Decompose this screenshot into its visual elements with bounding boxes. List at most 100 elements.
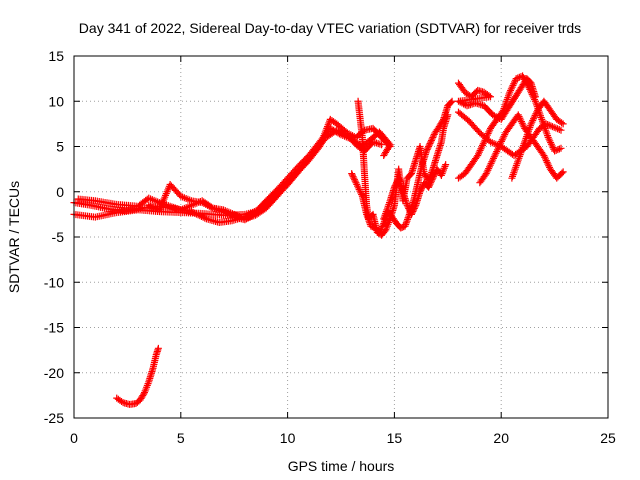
data-point — [118, 397, 126, 405]
data-point — [514, 111, 522, 119]
data-point — [487, 159, 495, 167]
data-point — [417, 185, 425, 193]
data-point — [428, 135, 436, 143]
data-point — [529, 92, 537, 100]
data-point — [527, 120, 535, 128]
data-points — [70, 72, 567, 408]
data-point — [354, 182, 362, 190]
data-point — [548, 142, 556, 150]
data-point — [547, 122, 555, 130]
data-point — [201, 214, 209, 222]
data-point — [490, 153, 498, 161]
data-point — [425, 143, 433, 150]
data-point — [548, 123, 556, 131]
data-point — [528, 118, 536, 126]
data-point — [483, 131, 491, 139]
x-tick-label: 20 — [493, 430, 509, 446]
data-point — [484, 166, 492, 174]
data-point — [481, 136, 489, 144]
data-point — [518, 119, 526, 127]
data-point — [282, 180, 290, 188]
data-point — [355, 185, 363, 193]
data-point — [499, 134, 507, 142]
data-point — [408, 209, 416, 217]
data-point — [495, 143, 503, 150]
data-point — [364, 215, 372, 223]
data-point — [552, 146, 560, 154]
data-point — [363, 210, 371, 218]
data-point — [427, 136, 435, 144]
data-point — [485, 163, 493, 171]
data-point — [356, 187, 364, 195]
data-point — [447, 98, 455, 106]
data-point — [403, 217, 411, 225]
data-point — [439, 117, 447, 125]
data-point — [378, 224, 386, 232]
x-axis-label: GPS time / hours — [288, 458, 395, 474]
data-point — [488, 158, 496, 166]
data-point — [545, 135, 553, 143]
data-point — [353, 180, 361, 188]
data-point — [357, 189, 365, 197]
data-point — [377, 225, 385, 233]
series-track-4 — [145, 179, 292, 224]
series-track-7 — [380, 161, 450, 223]
data-point — [335, 130, 343, 138]
data-point — [554, 125, 562, 133]
data-point — [519, 121, 527, 129]
data-point — [489, 156, 497, 164]
data-point — [510, 80, 518, 88]
data-point — [489, 154, 497, 162]
data-point — [423, 146, 431, 154]
series-track-8 — [454, 75, 539, 123]
data-point — [354, 184, 362, 192]
y-tick-label: 0 — [56, 184, 64, 200]
data-point — [401, 222, 409, 230]
data-point — [351, 177, 359, 185]
data-point — [349, 173, 357, 181]
y-tick-label: 10 — [48, 93, 64, 109]
data-point — [532, 110, 540, 118]
data-point — [559, 168, 567, 176]
y-tick-label: 5 — [56, 139, 64, 155]
data-point — [379, 221, 387, 229]
data-point — [542, 157, 550, 165]
data-point — [448, 97, 456, 105]
data-point — [475, 150, 483, 158]
data-point — [363, 212, 371, 220]
data-point — [348, 170, 356, 178]
data-point — [482, 170, 490, 178]
data-point — [411, 203, 419, 211]
data-point — [404, 214, 412, 222]
data-point — [426, 180, 434, 188]
data-point — [194, 211, 202, 219]
data-point — [552, 124, 560, 132]
series-track-10 — [454, 72, 565, 182]
series-track-13 — [113, 344, 162, 408]
data-point — [430, 132, 438, 140]
data-point — [550, 123, 558, 131]
data-point — [381, 150, 389, 158]
data-point — [558, 169, 566, 177]
data-point — [427, 138, 435, 146]
data-point — [427, 179, 435, 187]
data-point — [390, 183, 398, 191]
data-point — [512, 75, 520, 83]
data-point — [429, 133, 437, 141]
data-point — [516, 114, 524, 122]
data-point — [199, 213, 207, 221]
data-point — [351, 176, 359, 184]
data-point — [404, 215, 412, 223]
data-point — [403, 201, 411, 209]
data-point — [485, 165, 493, 173]
data-point — [479, 141, 487, 149]
data-point — [422, 147, 430, 155]
data-point — [493, 148, 501, 156]
data-point — [187, 208, 195, 216]
data-point — [484, 129, 492, 137]
data-point — [429, 174, 437, 182]
data-point — [541, 153, 549, 161]
data-point — [517, 118, 525, 126]
data-point — [506, 88, 514, 96]
data-point — [365, 217, 373, 225]
